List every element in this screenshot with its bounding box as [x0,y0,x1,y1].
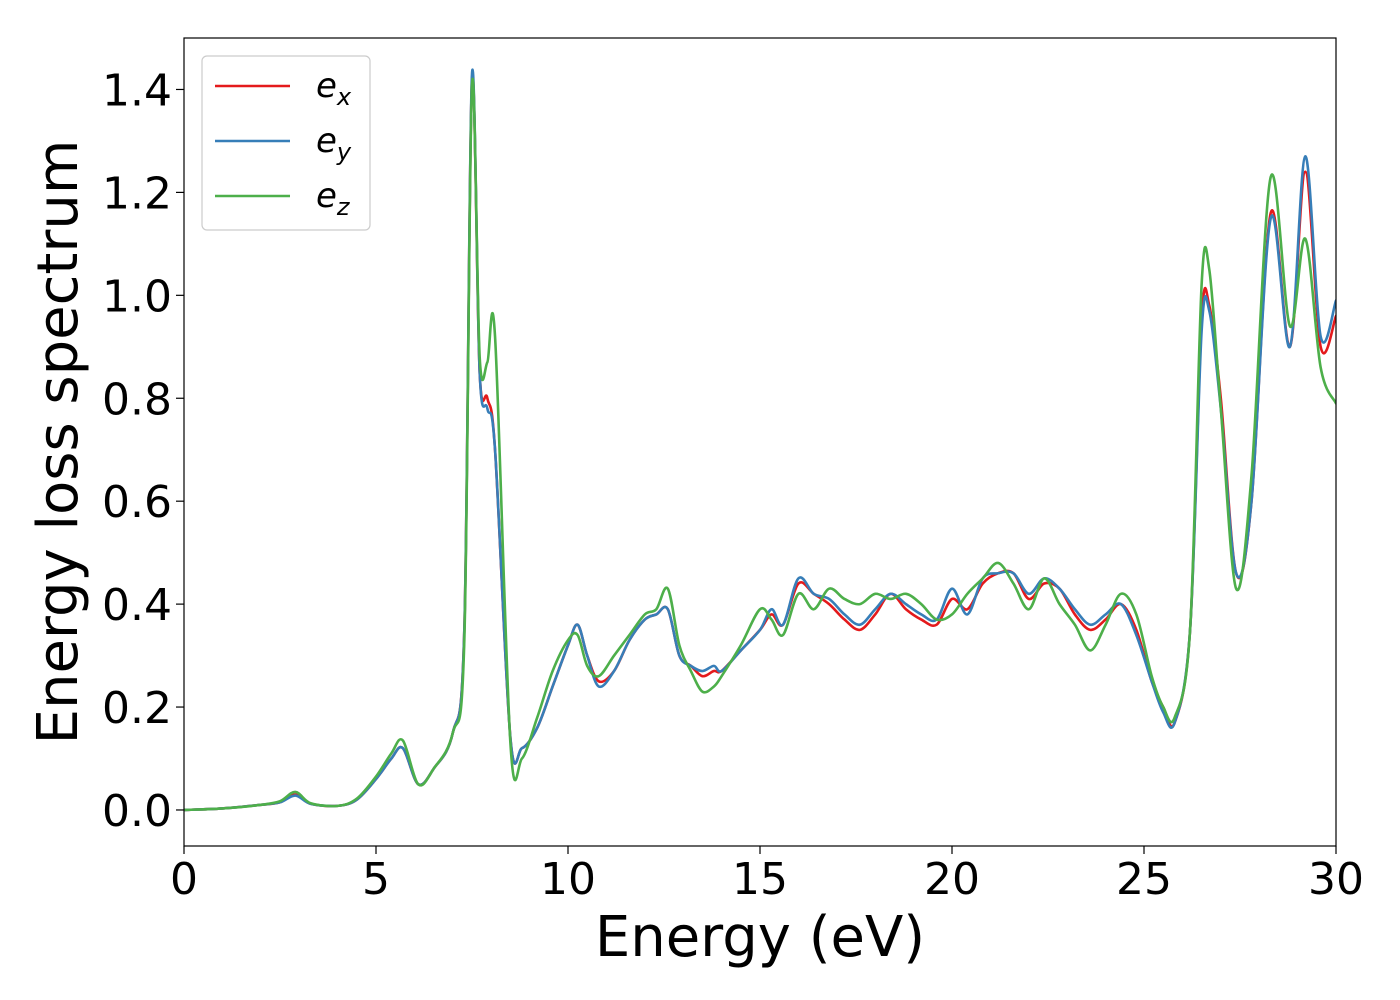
legend-label-base: e [316,66,337,106]
x-axis: 0 5 10 15 20 25 30 [170,846,1364,905]
legend-box [201,55,371,231]
legend-label-subscript: x [336,83,352,111]
plot-area-background [184,38,1336,846]
legend-label-base: e [316,121,337,161]
y-tick-label: 0.2 [102,683,172,734]
legend-label-subscript: z [336,193,351,221]
x-tick-label: 10 [540,854,596,905]
y-axis: 0.0 0.2 0.4 0.6 0.8 1.0 1.2 1.4 [102,65,184,837]
y-axis-label: Energy loss spectrum [26,140,91,745]
legend-label-x: ex [316,66,352,111]
legend-label-subscript: y [336,138,352,166]
x-tick-label: 25 [1116,854,1172,905]
x-axis-label: Energy (eV) [595,905,925,970]
x-tick-label: 0 [170,854,198,905]
y-tick-label: 1.2 [102,168,172,219]
series-line-z [184,77,1336,812]
y-tick-label: 0.4 [102,580,172,631]
y-tick-label: 0.0 [102,786,172,837]
y-tick-label: 1.0 [102,271,172,322]
legend-label-z: ez [316,176,351,221]
x-tick-label: 5 [362,854,390,905]
y-tick-label: 1.4 [102,65,172,116]
y-tick-label: 0.8 [102,374,172,425]
y-tick-label: 0.6 [102,477,172,528]
legend-label-y: ey [316,121,352,166]
legend-label-base: e [316,176,337,216]
series-layer [184,68,1336,812]
x-tick-label: 15 [732,854,788,905]
x-tick-label: 20 [924,854,980,905]
x-tick-label: 30 [1308,854,1364,905]
